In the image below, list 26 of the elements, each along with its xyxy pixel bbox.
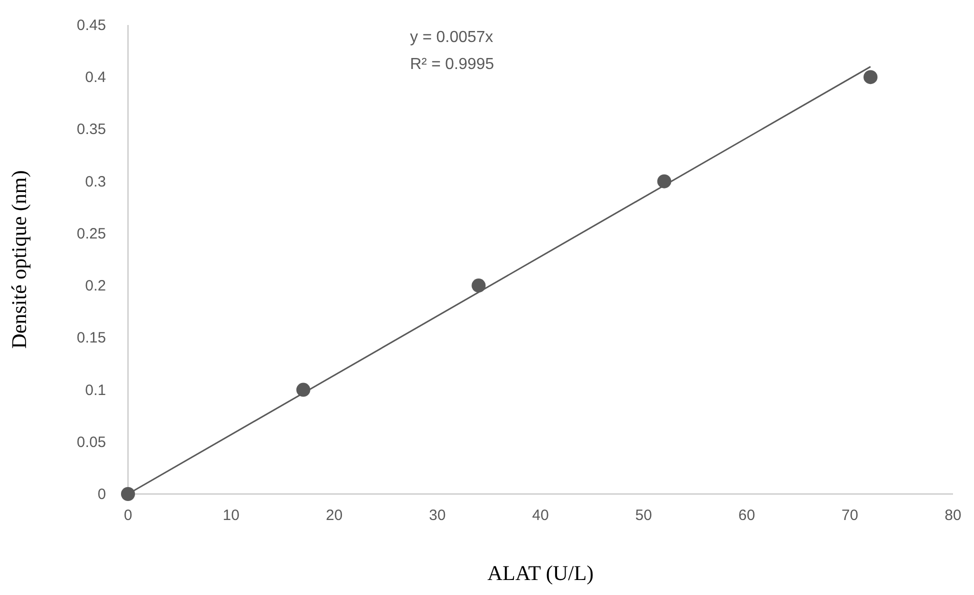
point bbox=[472, 278, 486, 293]
x-axis-title: ALAT (U/L) bbox=[487, 561, 594, 585]
y-tick-label: 0.1 bbox=[85, 382, 106, 399]
x-tick-label: 30 bbox=[429, 507, 446, 524]
x-tick-label: 80 bbox=[944, 507, 962, 524]
y-tick-label: 0.4 bbox=[85, 69, 106, 86]
y-axis-title: Densité optique (nm) bbox=[7, 170, 31, 349]
point bbox=[121, 487, 135, 501]
x-tick-label: 10 bbox=[222, 507, 240, 524]
y-tick-label: 0.3 bbox=[85, 173, 106, 190]
y-tick-label: 0.35 bbox=[76, 121, 106, 138]
y-tick-label: 0.15 bbox=[76, 330, 106, 347]
y-tick-label: 0.45 bbox=[76, 17, 106, 34]
x-tick-label: 40 bbox=[532, 507, 549, 524]
annotation: y = 0.0057x bbox=[410, 29, 494, 46]
x-tick-label: 50 bbox=[635, 507, 652, 524]
x-tick-label: 70 bbox=[842, 507, 858, 524]
y-tick-label: 0.25 bbox=[76, 225, 106, 242]
x-tick-label: 20 bbox=[326, 507, 343, 524]
annotation: R² = 0.9995 bbox=[410, 56, 494, 73]
y-tick-label: 0.2 bbox=[85, 278, 106, 295]
x-tick-label: 60 bbox=[738, 507, 756, 524]
x-tick-label: 0 bbox=[124, 507, 132, 524]
y-tick-label: 0.05 bbox=[76, 434, 106, 451]
point bbox=[864, 70, 878, 84]
y-tick-label: 0 bbox=[98, 486, 106, 503]
